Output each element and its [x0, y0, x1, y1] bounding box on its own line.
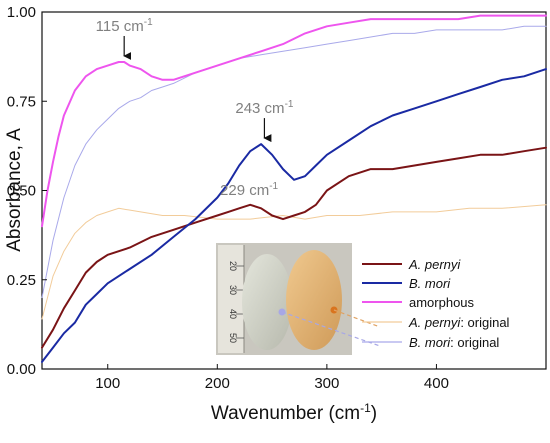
series-line-3 — [41, 204, 547, 320]
a-pernyi-leader-line — [333, 309, 381, 328]
ruler-label: 40 — [228, 309, 238, 319]
annotation-sup: -1 — [269, 181, 278, 192]
ruler — [218, 245, 244, 353]
annotation-text: 115 cm — [96, 18, 144, 35]
x-axis-title-end: ) — [371, 403, 377, 424]
annotation-label: 229 cm-1 — [220, 181, 279, 199]
y-tick-label: 1.00 — [7, 4, 36, 21]
y-tick-label: 0.25 — [7, 272, 36, 289]
x-axis-title-main: Wavenumber (cm — [211, 403, 360, 424]
y-tick-label: 0.75 — [7, 93, 36, 110]
legend-entry: amorphous — [409, 295, 475, 310]
series-layer — [41, 14, 547, 363]
annotation-label: 243 cm-1 — [235, 99, 294, 117]
y-tick-label: 0.50 — [7, 183, 36, 200]
legend-name-italic: A. pernyi — [408, 257, 461, 272]
inset-photo: 20 30 40 50 — [216, 243, 381, 355]
ruler-label: 30 — [228, 285, 238, 295]
y-axis-title: Absorbance, A — [4, 128, 25, 252]
series-line-1 — [41, 68, 547, 363]
legend-name-rest: : original — [450, 335, 499, 350]
b-mori-leader-line — [281, 311, 381, 347]
x-axis-title: Wavenumber (cm-1) — [211, 401, 377, 424]
legend-name-rest: : original — [460, 315, 509, 330]
x-tick-label: 400 — [424, 375, 449, 392]
annotation-text: 243 cm — [235, 100, 284, 117]
series-line-0 — [41, 146, 547, 349]
legend-name-italic: A. pernyi — [408, 315, 461, 330]
ruler-labels: 20 30 40 50 — [228, 261, 244, 343]
legend-entry: A. pernyi: original — [408, 315, 510, 330]
x-axis-title-sup: -1 — [360, 401, 371, 415]
annotation-label: 115 cm-1 — [96, 17, 153, 35]
legend-name-italic: B. mori — [409, 335, 451, 350]
tick-layer: 0.00 0.25 0.50 0.75 1.00 100 200 300 400 — [7, 4, 449, 392]
y-tick-label: 0.00 — [7, 361, 36, 378]
a-pernyi-cocoon — [286, 250, 342, 350]
x-tick-label: 100 — [95, 375, 120, 392]
legend-name-rest: amorphous — [409, 295, 475, 310]
legend-entry: A. pernyi — [408, 257, 461, 272]
annotation-text: 229 cm — [220, 182, 269, 199]
ruler-label: 50 — [228, 333, 238, 343]
x-tick-label: 200 — [205, 375, 230, 392]
legend-name-italic: B. mori — [409, 276, 451, 291]
annotation-sup: -1 — [285, 99, 294, 110]
legend-entry: B. mori — [409, 276, 451, 291]
ruler-label: 20 — [228, 261, 238, 271]
b-mori-cocoon — [242, 254, 292, 350]
legend-entry: B. mori: original — [409, 335, 499, 350]
x-tick-label: 300 — [314, 375, 339, 392]
annotation-sup: -1 — [144, 17, 153, 28]
series-line-2 — [41, 14, 547, 228]
